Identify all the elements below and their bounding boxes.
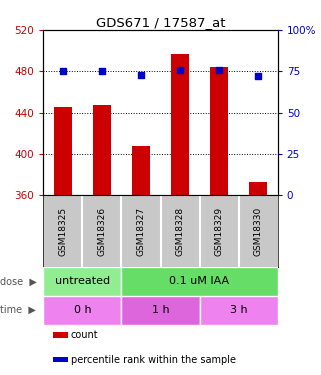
Bar <box>121 296 200 324</box>
Text: GSM18325: GSM18325 <box>58 207 67 256</box>
Text: 0.1 uM IAA: 0.1 uM IAA <box>169 276 230 286</box>
Text: GSM18330: GSM18330 <box>254 207 263 256</box>
Bar <box>121 267 278 296</box>
Text: count: count <box>71 330 99 340</box>
Text: 3 h: 3 h <box>230 305 247 315</box>
Bar <box>200 296 278 324</box>
Text: time  ▶: time ▶ <box>0 305 36 315</box>
Bar <box>132 146 150 195</box>
Text: untreated: untreated <box>55 276 110 286</box>
Bar <box>53 357 68 362</box>
Text: 1 h: 1 h <box>152 305 169 315</box>
Bar <box>53 332 68 338</box>
Point <box>256 73 261 79</box>
Text: percentile rank within the sample: percentile rank within the sample <box>71 355 236 364</box>
Bar <box>210 67 228 195</box>
Point <box>60 68 65 74</box>
Point <box>216 67 221 73</box>
Bar <box>43 296 121 324</box>
Text: GSM18329: GSM18329 <box>214 207 224 256</box>
Bar <box>249 182 267 195</box>
Point <box>99 68 104 74</box>
Title: GDS671 / 17587_at: GDS671 / 17587_at <box>96 16 225 29</box>
Text: GSM18328: GSM18328 <box>176 207 185 256</box>
Point <box>178 67 183 73</box>
Text: GSM18327: GSM18327 <box>136 207 145 256</box>
Bar <box>93 105 111 195</box>
Bar <box>43 267 121 296</box>
Text: 0 h: 0 h <box>74 305 91 315</box>
Text: GSM18326: GSM18326 <box>97 207 107 256</box>
Point <box>138 72 143 78</box>
Text: dose  ▶: dose ▶ <box>0 276 37 286</box>
Bar <box>171 54 189 195</box>
Bar <box>54 108 72 195</box>
